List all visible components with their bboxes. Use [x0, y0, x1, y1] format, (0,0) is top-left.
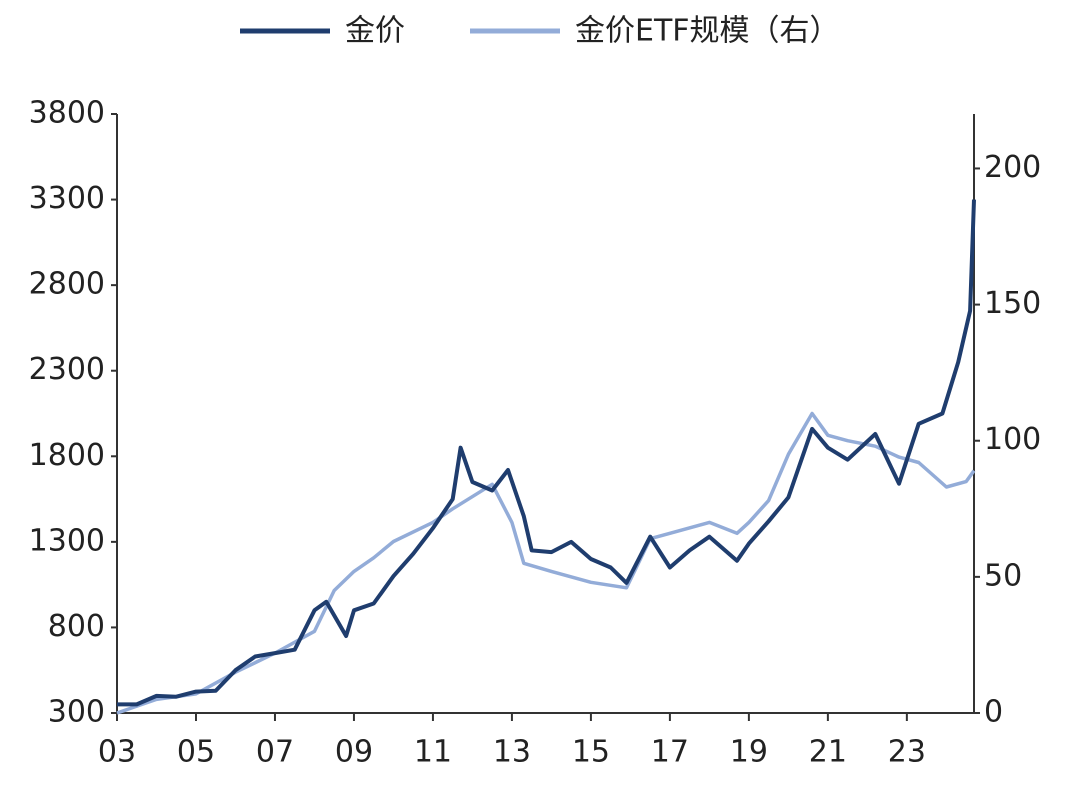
legend-label: 金价ETF规模（右） — [575, 14, 840, 49]
x-tick-label: 15 — [572, 735, 610, 770]
x-tick-label: 17 — [651, 735, 689, 770]
y-tick-label: 2300 — [29, 352, 105, 387]
x-tick-label: 05 — [177, 735, 215, 770]
series-line — [117, 199, 976, 707]
y2-tick-label: 200 — [984, 150, 1041, 185]
x-tick-label: 03 — [98, 735, 136, 770]
x-tick-label: 09 — [335, 735, 373, 770]
x-tick-label: 11 — [414, 735, 452, 770]
x-tick-label: 21 — [809, 735, 847, 770]
y-tick-label: 1800 — [29, 438, 105, 473]
y-tick-label: 2800 — [29, 267, 105, 302]
y-tick-label: 300 — [48, 695, 105, 730]
y2-tick-label: 0 — [984, 695, 1003, 730]
y-tick-label: 3800 — [29, 96, 105, 131]
y2-tick-label: 150 — [984, 286, 1041, 321]
y-tick-label: 3300 — [29, 181, 105, 216]
x-tick-label: 07 — [256, 735, 294, 770]
y-tick-label: 1300 — [29, 523, 105, 558]
y2-tick-label: 50 — [984, 558, 1022, 593]
x-tick-label: 23 — [888, 735, 926, 770]
x-tick-label: 13 — [493, 735, 531, 770]
y2-tick-label: 100 — [984, 422, 1041, 457]
y-tick-label: 800 — [48, 609, 105, 644]
legend-label: 金价 — [345, 14, 405, 49]
x-tick-label: 19 — [730, 735, 768, 770]
series-line — [116, 411, 976, 715]
